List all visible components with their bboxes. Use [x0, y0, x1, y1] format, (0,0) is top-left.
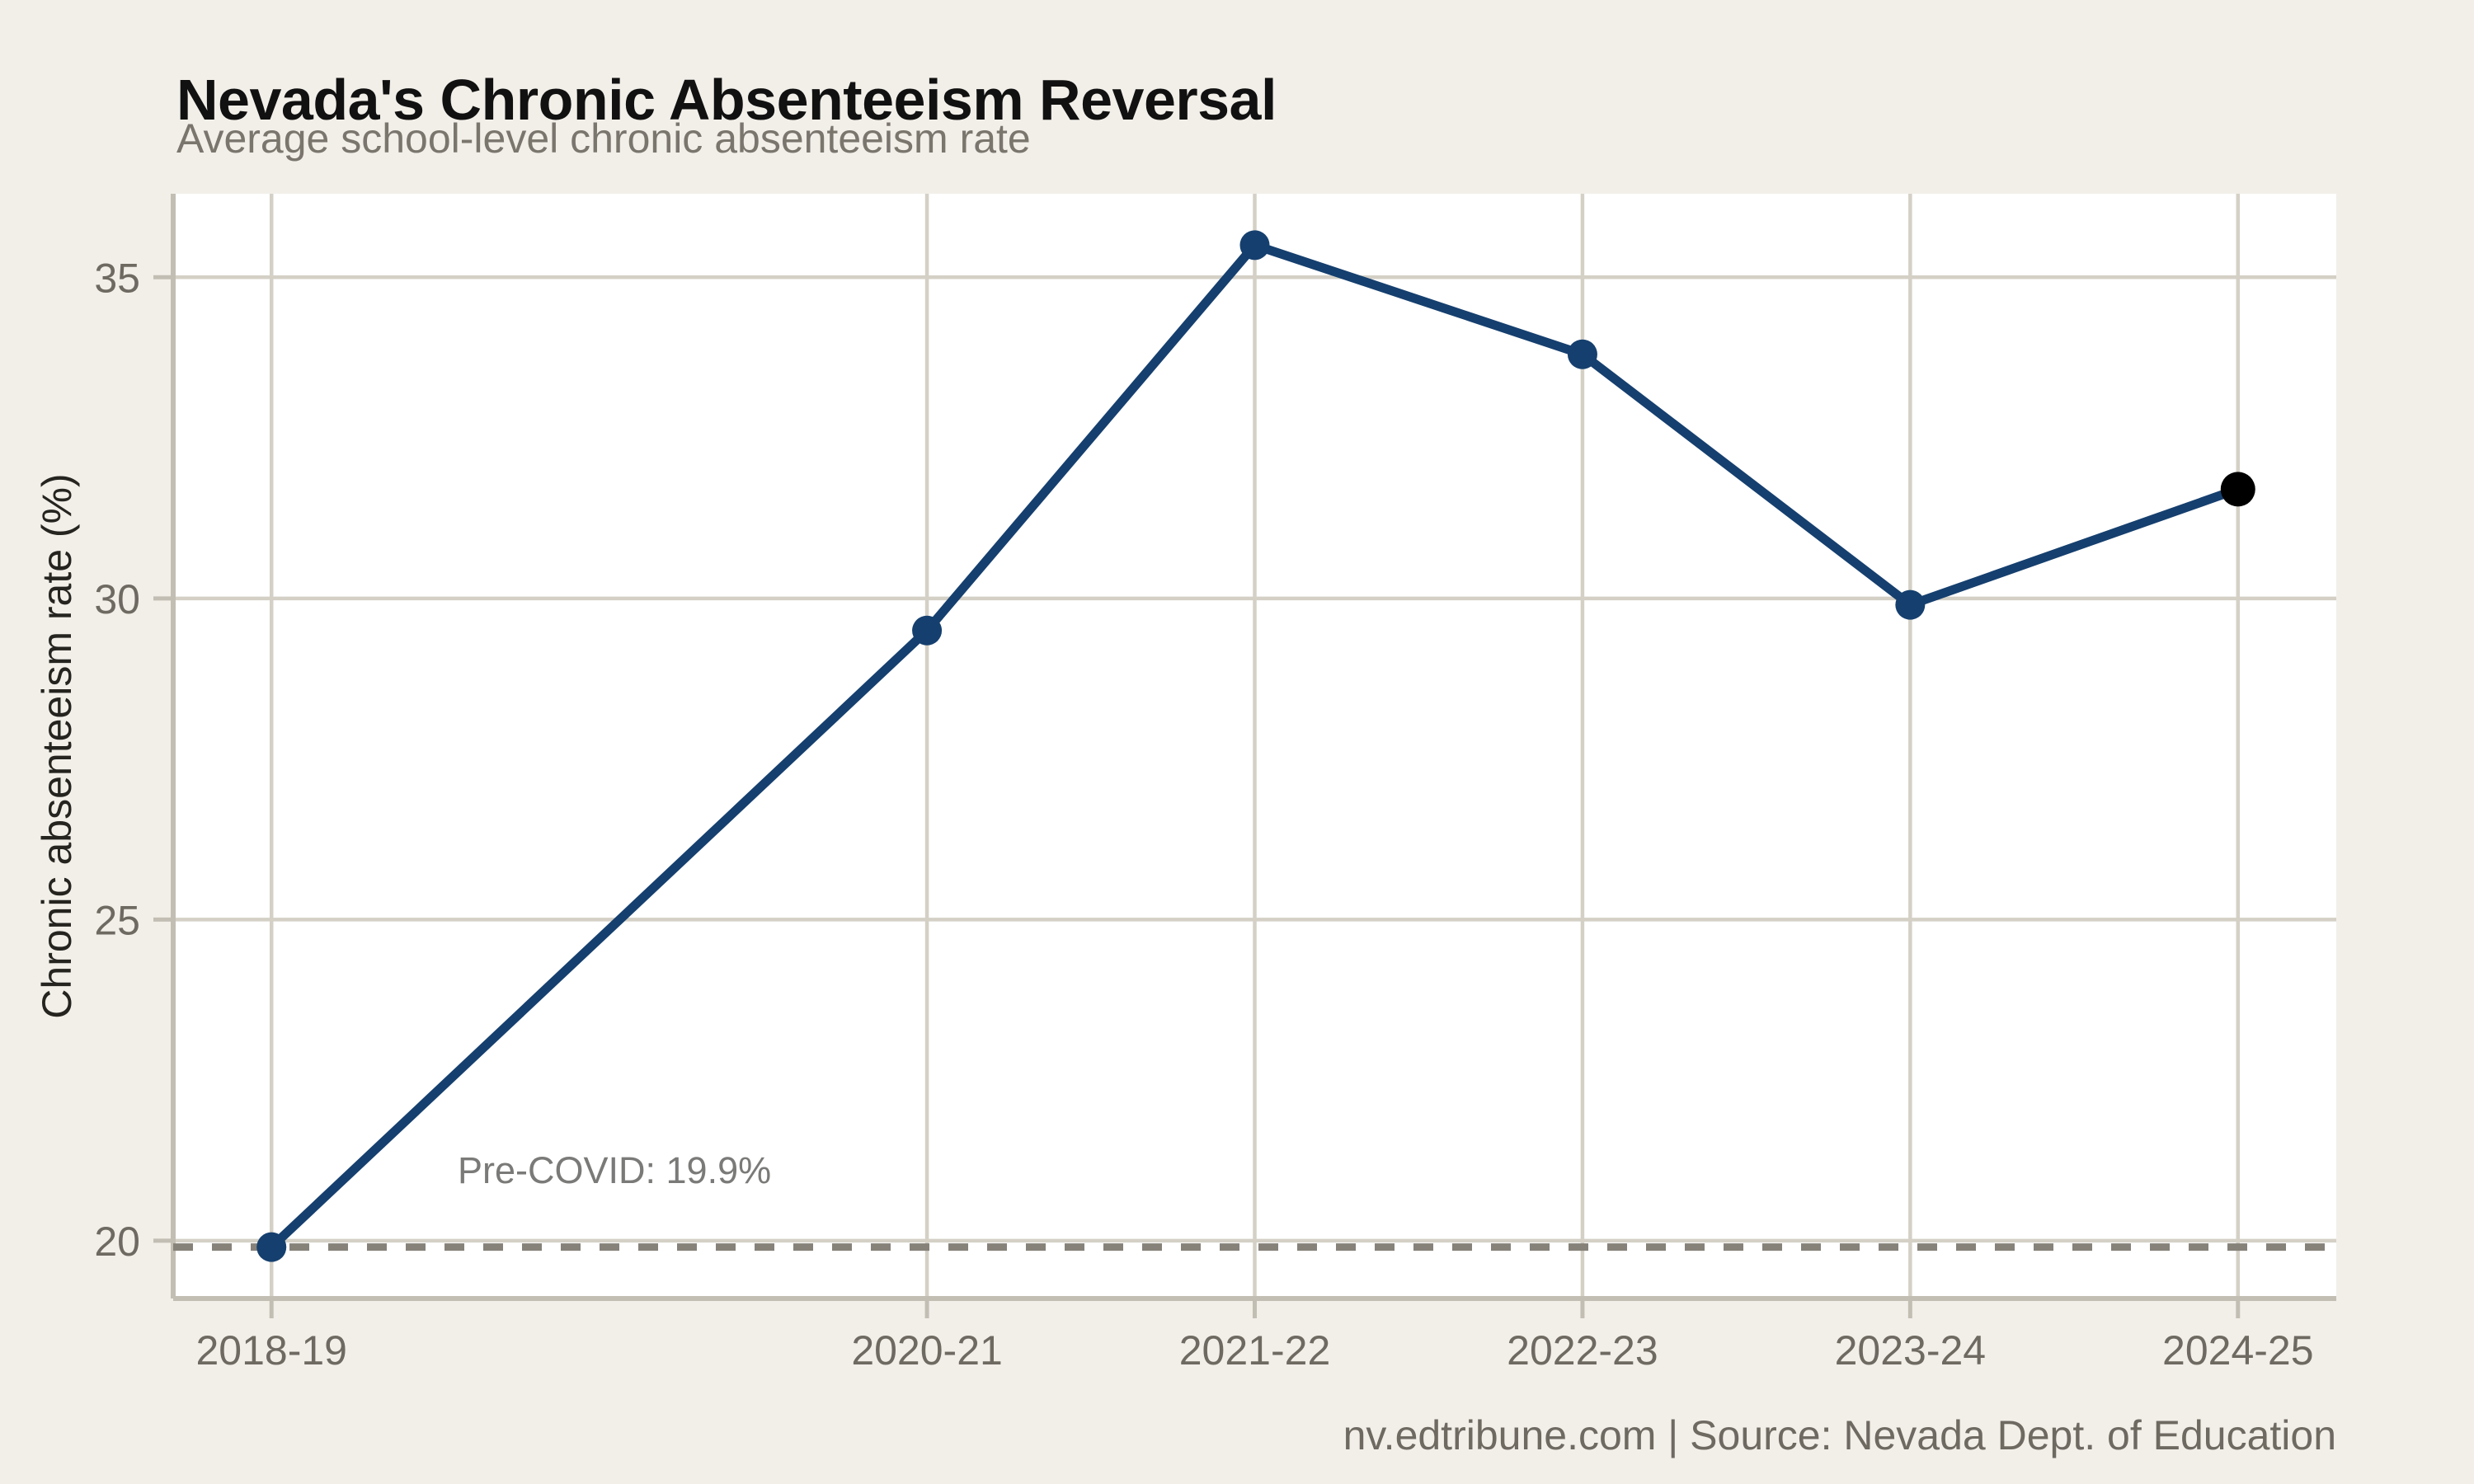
y-axis-title: Chronic absenteeism rate (%) — [34, 473, 80, 1019]
x-tick-label-2021-22: 2021-22 — [1179, 1327, 1331, 1374]
source-credit: nv.edtribune.com | Source: Nevada Dept. … — [1343, 1412, 2336, 1458]
y-tick-label-35: 35 — [94, 255, 140, 301]
y-tick-label-30: 30 — [94, 576, 140, 622]
chart-subtitle: Average school-level chronic absenteeism… — [176, 115, 1031, 162]
data-point-2023-24 — [1895, 589, 1926, 620]
data-point-2020-21 — [912, 615, 943, 646]
x-tick-label-2023-24: 2023-24 — [1835, 1327, 1987, 1374]
trend-line — [266, 240, 2243, 1252]
x-tick-label-2022-23: 2022-23 — [1507, 1327, 1658, 1374]
y-tick-label-25: 25 — [94, 897, 140, 943]
y-tick-label-20: 20 — [94, 1219, 140, 1265]
data-point-2018-19 — [256, 1232, 287, 1262]
data-point-2021-22 — [1239, 230, 1270, 261]
data-point-2022-23 — [1567, 339, 1597, 369]
highlight-data-point-2024-25 — [2220, 472, 2255, 507]
reference-line-label: Pre-COVID: 19.9% — [458, 1149, 772, 1191]
x-tick-label-2018-19: 2018-19 — [195, 1327, 347, 1374]
x-tick-label-2020-21: 2020-21 — [851, 1327, 1003, 1374]
chart-title: Nevada's Chronic Absenteeism Reversal — [176, 67, 1277, 132]
x-tick-label-2024-25: 2024-25 — [2162, 1327, 2314, 1374]
